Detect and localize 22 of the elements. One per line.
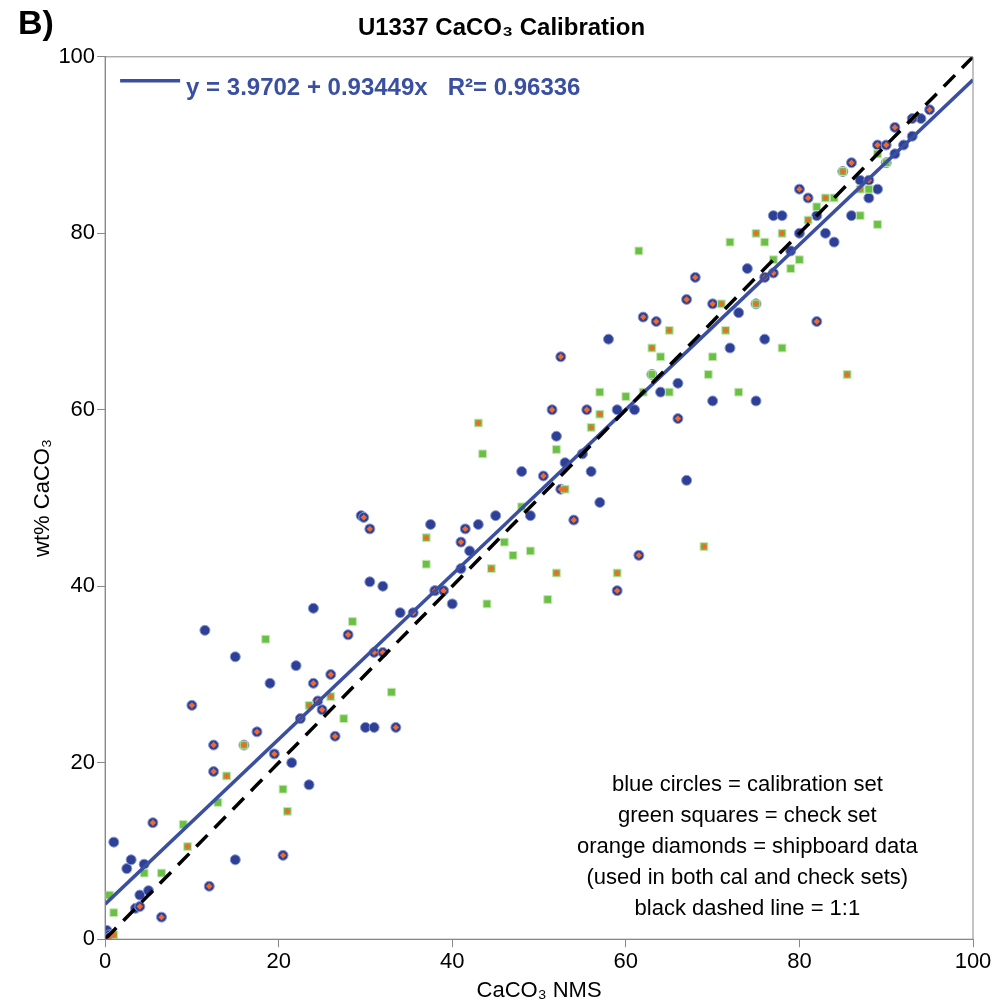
chart-title: U1337 CaCO₃ Calibration — [357, 13, 646, 41]
legend-label: y = 3.9702 + 0.93449x R²= 0.96336 — [186, 73, 581, 101]
y-tick-label: 20 — [70, 748, 96, 774]
y-tick-label: 60 — [70, 395, 96, 421]
annotation: green squares = check set — [618, 802, 877, 828]
x-tick-label: 40 — [440, 948, 465, 974]
annotation: orange diamonds = shipboard data — [577, 833, 919, 859]
y-tick-label: 100 — [58, 42, 96, 68]
y-tick-label: 0 — [82, 925, 96, 951]
x-axis-title: CaCO₃ NMS — [476, 976, 602, 1002]
annotation: (used in both cal and check sets) — [586, 864, 909, 890]
x-tick-label: 0 — [98, 948, 112, 974]
y-tick-label: 80 — [70, 219, 96, 245]
x-tick-label: 20 — [266, 948, 291, 974]
x-tick-label: 100 — [954, 948, 992, 974]
annotation: blue circles = calibration set — [611, 771, 883, 797]
y-tick-label: 40 — [70, 572, 96, 598]
text: B) — [18, 3, 54, 42]
x-tick-label: 80 — [787, 948, 812, 974]
annotation: black dashed line = 1:1 — [634, 895, 861, 921]
x-tick-label: 60 — [613, 948, 639, 974]
y-axis-title: wt% CaCO₃ — [29, 439, 55, 558]
